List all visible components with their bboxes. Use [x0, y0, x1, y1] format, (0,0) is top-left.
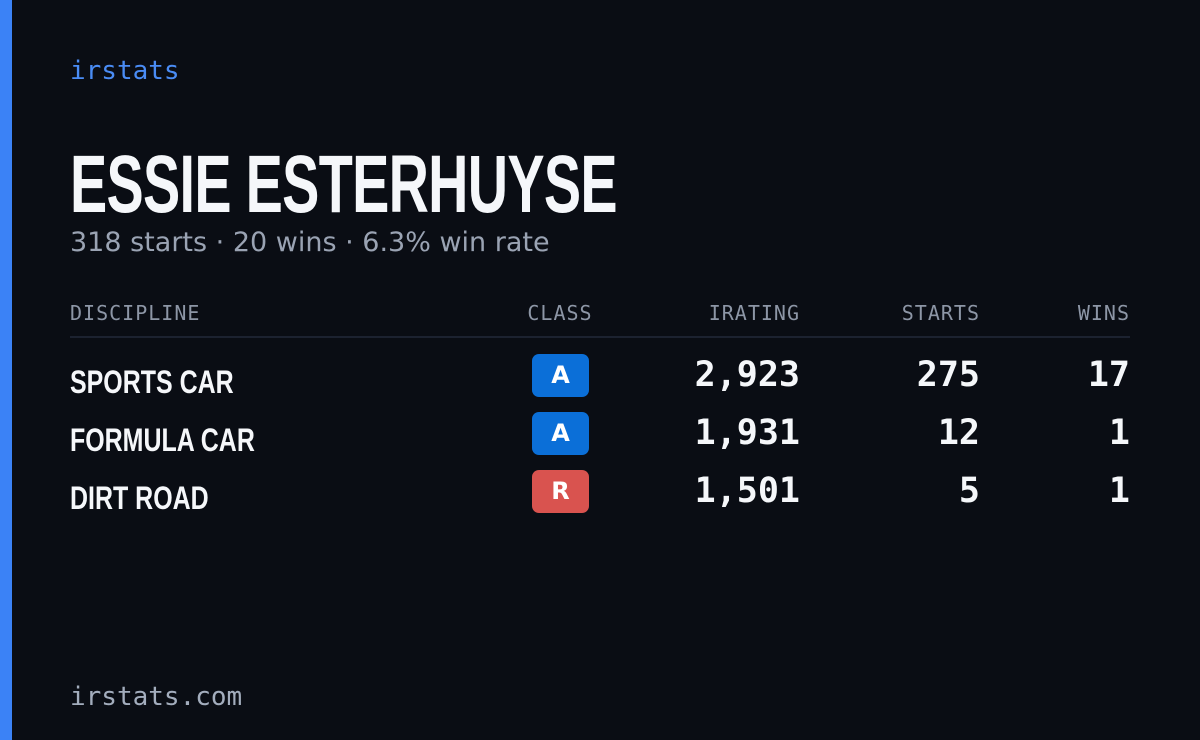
irating-value: 1,501 — [694, 471, 800, 511]
discipline: FORMULA CAR — [70, 422, 255, 458]
irating-value: 1,931 — [694, 413, 800, 453]
wins-value: 1 — [1108, 471, 1130, 511]
wins-value: 1 — [1108, 413, 1130, 453]
column-header: IRATING — [708, 301, 800, 325]
brand: irstats — [70, 56, 180, 86]
column-header: CLASS — [527, 301, 593, 325]
column-header: DISCIPLINE — [70, 301, 201, 325]
wins-value: 17 — [1087, 355, 1130, 395]
column-header: STARTS — [901, 301, 980, 325]
driver-name: ESSIE ESTERHUYSE — [70, 139, 618, 230]
class-badge: R — [532, 470, 589, 513]
starts-value: 5 — [958, 471, 980, 511]
accent-bar — [0, 0, 12, 740]
irating-value: 2,923 — [694, 355, 800, 395]
driver-summary: 318 starts · 20 wins · 6.3% win rate — [70, 227, 550, 258]
starts-value: 275 — [916, 355, 980, 395]
discipline: DIRT ROAD — [70, 480, 209, 516]
class-badge: A — [532, 354, 589, 397]
column-header: WINS — [1077, 301, 1130, 325]
class-badge: A — [532, 412, 589, 455]
starts-value: 12 — [937, 413, 980, 453]
header-rule — [70, 336, 1130, 338]
discipline: SPORTS CAR — [70, 364, 234, 400]
footer: irstats.com — [70, 682, 243, 712]
